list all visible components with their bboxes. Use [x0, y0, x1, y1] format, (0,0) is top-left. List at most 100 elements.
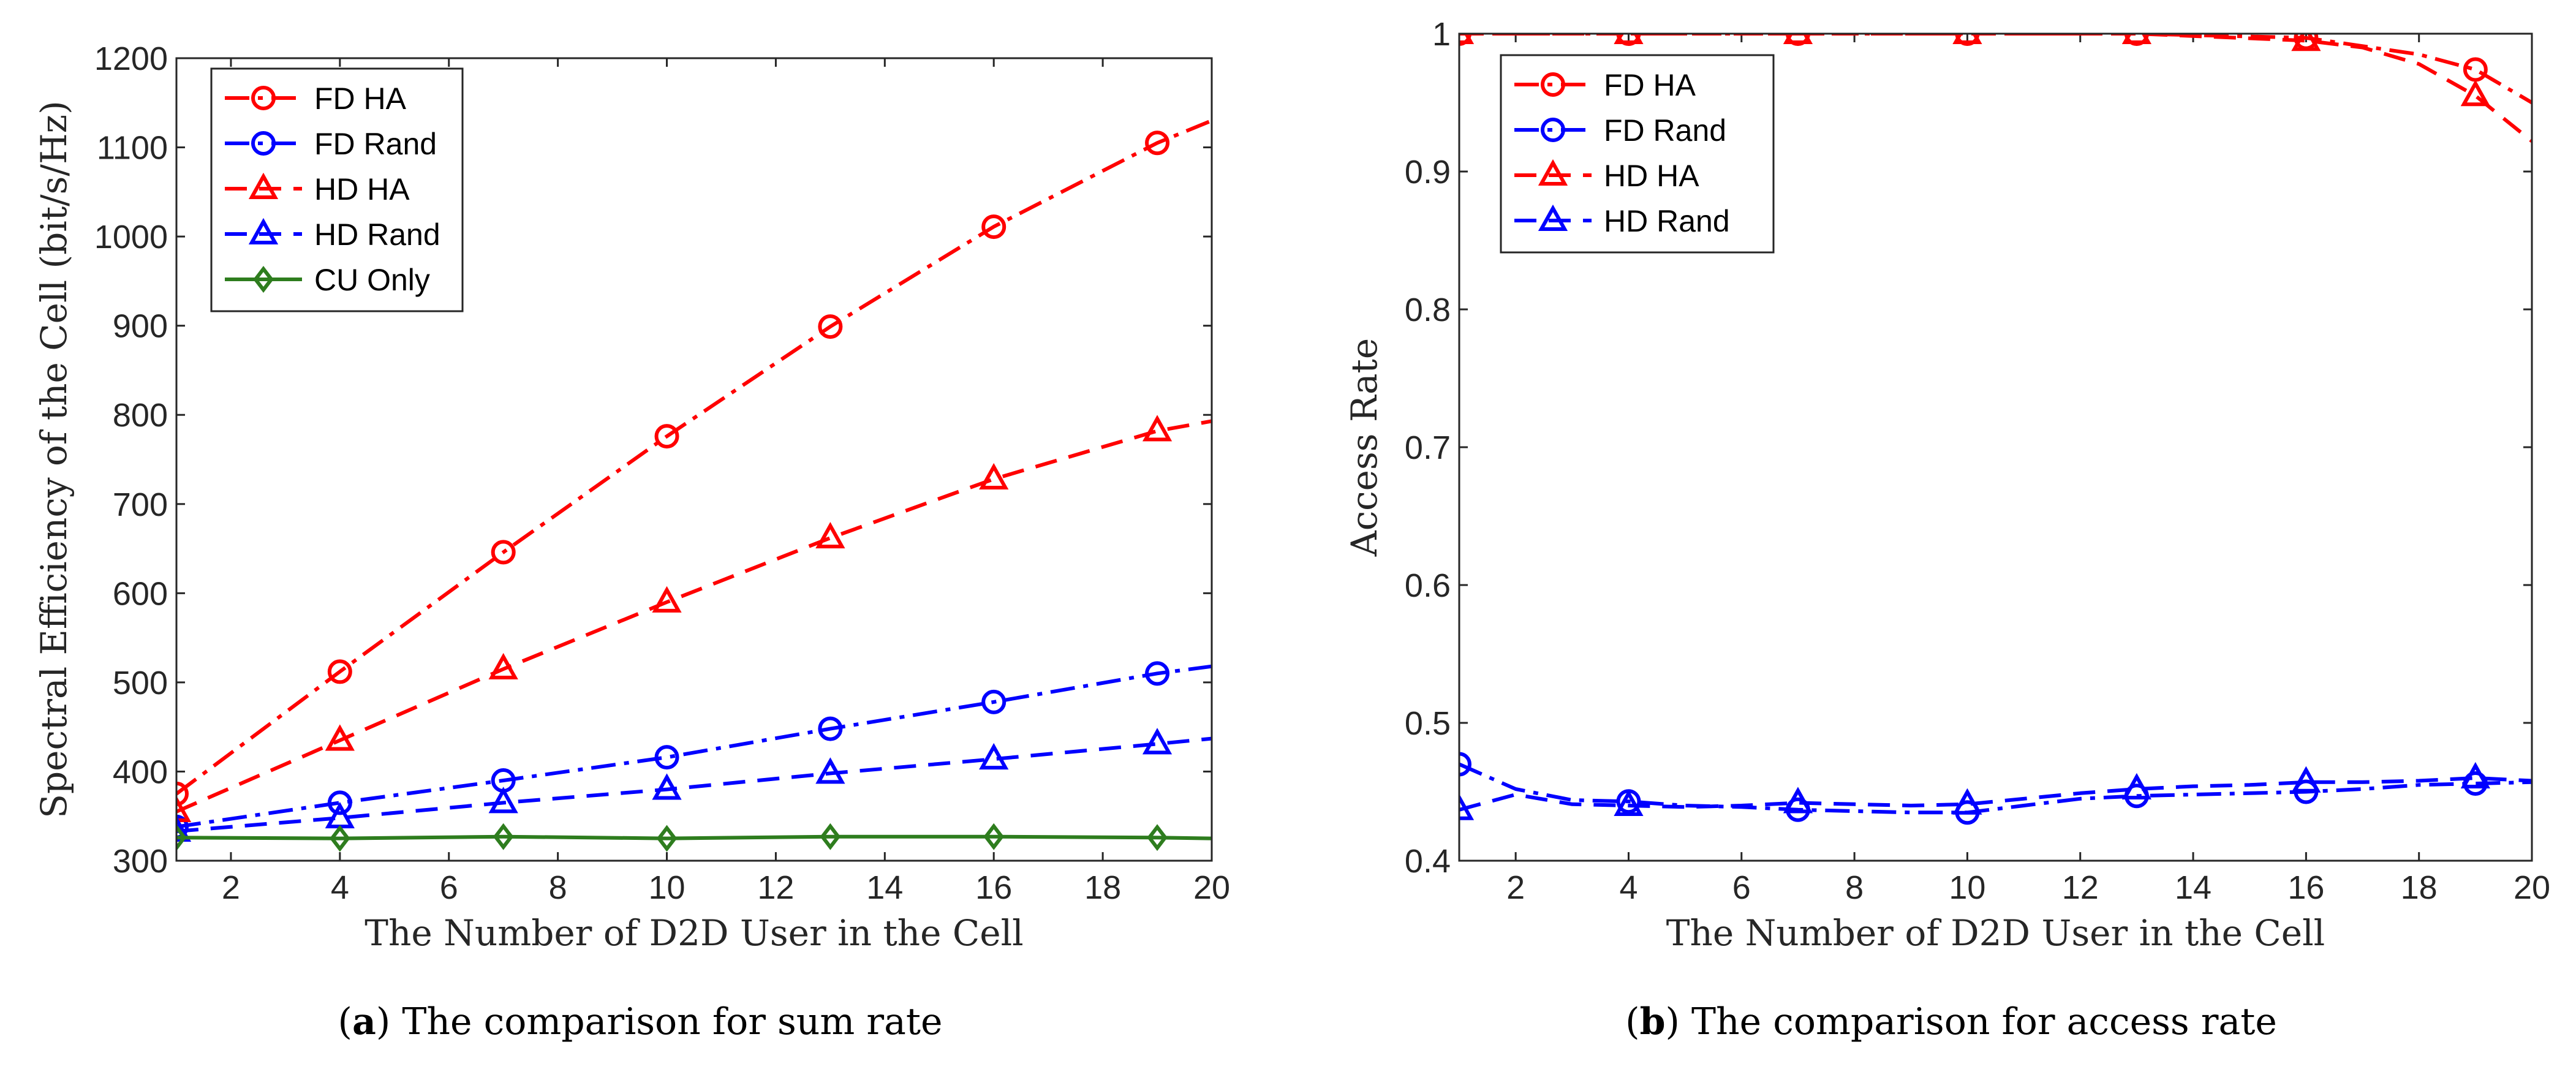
series-line-fd-rand: [176, 664, 1212, 829]
data-point-hd-rand: [815, 757, 845, 784]
data-point-cu-only: [330, 825, 350, 852]
series-line-fd-ha: [1459, 34, 2532, 105]
data-point-fd-rand: [818, 716, 843, 741]
data-point-cu-only: [656, 825, 678, 852]
series-line-fd-ha: [176, 119, 1212, 796]
x-tick-label: 8: [1845, 869, 1864, 906]
data-point-cu-only: [820, 823, 841, 850]
data-point-hd-rand: [1614, 789, 1644, 816]
series-line-hd-ha: [176, 419, 1212, 814]
legend: FD HA FD Rand HD HA HD Rand: [1500, 54, 1775, 254]
caption-a: (a) The comparison for sum rate: [338, 1000, 943, 1043]
data-point-hd-ha: [2291, 34, 2321, 51]
legend-label-fd-rand: FD Rand: [1604, 113, 1726, 148]
data-point-hd-rand: [488, 787, 518, 814]
legend-label-hd-ha: HD HA: [1604, 159, 1699, 193]
data-point-hd-ha: [815, 521, 845, 549]
series-line-hd-ha: [1459, 34, 2532, 143]
data-point-fd-ha: [176, 781, 189, 806]
data-point-hd-ha: [176, 795, 192, 822]
chart-sum-rate: 2 4 6 8 10 12 14 16 18 20 300 400 500 600 700 800 900 100…: [33, 40, 1230, 954]
data-point-cu-only: [493, 823, 514, 850]
data-point-hd-rand: [652, 773, 682, 800]
y-tick-label: 0.8: [1405, 292, 1451, 328]
y-tick-label: 900: [113, 308, 168, 345]
y-tick-label: 400: [113, 754, 168, 790]
x-tick-label: 20: [2514, 869, 2550, 906]
data-point-hd-ha: [1614, 34, 1644, 44]
legend: FD HA FD Rand HD HA HD Rand CU Only: [210, 67, 464, 312]
legend-label-hd-rand: HD Rand: [1604, 204, 1730, 238]
caption-a-letter: a: [352, 1000, 376, 1043]
data-point-hd-rand: [1142, 728, 1173, 755]
y-tick-label: 1: [1432, 16, 1451, 53]
data-point-hd-ha: [979, 463, 1009, 490]
y-tick-label: 0.9: [1405, 154, 1451, 191]
legend-marker-fd-rand: [251, 131, 276, 156]
data-point-hd-rand: [1459, 793, 1475, 820]
data-point-fd-ha: [491, 540, 516, 565]
data-point-hd-rand: [1783, 787, 1813, 814]
plot-area: [176, 119, 1212, 852]
legend-marker-hd-ha: [248, 172, 279, 199]
data-point-hd-ha: [488, 652, 518, 680]
caption-b: (b) The comparison for access rate: [1625, 1000, 2277, 1043]
data-point-fd-ha: [1145, 130, 1170, 156]
axes-box: [1458, 32, 2533, 862]
legend-marker-cu-only: [253, 266, 274, 293]
data-point-hd-ha: [1952, 34, 1982, 44]
series-line-cu-only: [176, 834, 1212, 840]
x-axis-label: The Number of D2D User in the Cell: [364, 912, 1023, 954]
data-point-hd-rand: [1952, 788, 1982, 815]
data-point-cu-only: [983, 823, 1004, 850]
x-tick-label: 6: [1732, 869, 1751, 906]
chart-access-rate: 2 4 6 8 10 12 14 16 18 20 0.4 0.5 0.6 0.7 0.8 0.9 1 The N…: [1343, 16, 2550, 954]
x-tick-label: 18: [2401, 869, 2438, 906]
data-point-fd-ha: [654, 424, 679, 449]
data-point-hd-rand: [2121, 772, 2152, 799]
y-tick-label: 300: [113, 843, 168, 880]
data-point-hd-rand: [2460, 761, 2490, 788]
x-tick-label: 4: [331, 869, 349, 906]
data-point-hd-ha: [1783, 34, 1813, 44]
legend-marker-fd-ha: [1541, 72, 1565, 97]
series-line-hd-rand: [176, 736, 1212, 833]
y-tick-label: 600: [113, 575, 168, 612]
data-point-hd-rand: [176, 815, 192, 842]
data-point-fd-rand: [981, 689, 1007, 714]
x-tick-label: 10: [1949, 869, 1985, 906]
x-tick-label: 16: [2287, 869, 2324, 906]
data-point-fd-rand: [1145, 661, 1170, 686]
y-tick-label: 700: [113, 486, 168, 523]
legend-marker-hd-rand: [248, 217, 279, 244]
legend-label-cu-only: CU Only: [314, 263, 430, 297]
y-tick-label: 500: [113, 665, 168, 701]
x-tick-label: 18: [1084, 869, 1121, 906]
legend-label-fd-ha: FD HA: [1604, 68, 1696, 102]
series-line-fd-rand: [1459, 762, 2532, 815]
y-tick-label: 800: [113, 397, 168, 434]
data-point-fd-ha: [327, 659, 352, 684]
data-point-hd-ha: [325, 724, 355, 751]
data-point-fd-ha: [981, 214, 1007, 240]
data-point-fd-ha: [2463, 57, 2488, 82]
legend-label-fd-ha: FD HA: [314, 81, 407, 116]
y-tick-label: 1000: [94, 219, 168, 255]
caption-b-text: The comparison for access rate: [1680, 1000, 2277, 1043]
caption-a-text: The comparison for sum rate: [390, 1000, 942, 1043]
data-point-hd-rand: [979, 742, 1009, 770]
data-point-cu-only: [1147, 824, 1168, 852]
legend-marker-fd-rand: [1541, 118, 1565, 142]
y-tick-label: 1100: [97, 130, 168, 167]
y-axis-label: Access Rate: [1343, 338, 1385, 557]
x-tick-label: 20: [1193, 869, 1230, 906]
x-tick-label: 8: [549, 869, 567, 906]
caption-b-letter: b: [1640, 1000, 1666, 1043]
x-tick-label: 14: [866, 869, 903, 906]
x-tick-label: 2: [1506, 869, 1525, 906]
axes-box: [175, 57, 1213, 862]
x-tick-label: 4: [1619, 869, 1637, 906]
data-point-hd-rand: [2291, 766, 2321, 793]
legend-label-fd-rand: FD Rand: [314, 127, 437, 161]
